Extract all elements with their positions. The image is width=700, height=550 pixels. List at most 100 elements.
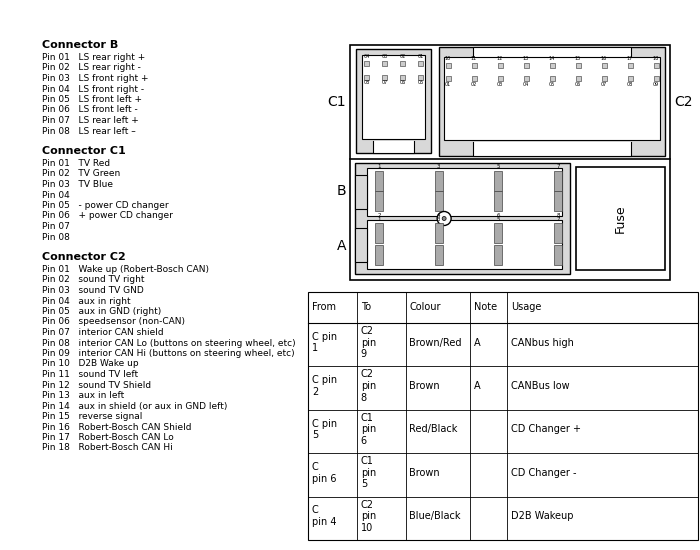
Text: Fuse: Fuse [614, 204, 627, 233]
Bar [498, 75, 503, 80]
Text: 7: 7 [556, 164, 560, 169]
Bar [308, 292, 698, 540]
Text: C1
pin
5: C1 pin 5 [360, 456, 376, 490]
Text: 04: 04 [363, 54, 370, 59]
Text: 5: 5 [496, 217, 500, 222]
Bar [550, 75, 554, 80]
Text: Pin 04: Pin 04 [42, 190, 70, 200]
Text: Pin 07: Pin 07 [42, 222, 70, 231]
Text: Pin 12   sound TV Shield: Pin 12 sound TV Shield [42, 381, 151, 389]
Text: Pin 14   aux in shield (or aux in GND left): Pin 14 aux in shield (or aux in GND left… [42, 402, 228, 410]
Bar [576, 167, 665, 270]
Text: Pin 07   LS rear left +: Pin 07 LS rear left + [42, 116, 139, 125]
Text: Connector C1: Connector C1 [42, 146, 126, 156]
Text: 8: 8 [556, 213, 560, 218]
Bar [382, 60, 387, 65]
Text: 3: 3 [437, 217, 440, 222]
Bar [375, 191, 383, 212]
Bar [473, 142, 631, 156]
Circle shape [442, 217, 446, 221]
Text: C pin
1: C pin 1 [312, 332, 337, 353]
Text: CD Changer +: CD Changer + [511, 425, 581, 435]
Text: 17: 17 [627, 57, 633, 62]
Text: A: A [474, 338, 480, 348]
Text: Pin 08   interior CAN Lo (buttons on steering wheel, etc): Pin 08 interior CAN Lo (buttons on steer… [42, 338, 295, 348]
Text: C pin
5: C pin 5 [312, 419, 337, 440]
Text: Pin 18   Robert-Bosch CAN Hi: Pin 18 Robert-Bosch CAN Hi [42, 443, 173, 453]
Text: Blue/Black: Blue/Black [410, 511, 461, 521]
Text: Pin 04   aux in right: Pin 04 aux in right [42, 296, 131, 305]
Bar [554, 191, 562, 212]
Bar [601, 63, 606, 68]
Bar [654, 75, 659, 80]
Text: 4: 4 [437, 213, 440, 218]
Text: Red/Black: Red/Black [410, 425, 458, 435]
Text: Brown: Brown [410, 381, 440, 391]
Bar [498, 63, 503, 68]
Bar [373, 141, 414, 153]
Bar [554, 171, 562, 191]
Bar [375, 171, 383, 191]
Bar [364, 74, 369, 80]
Bar [524, 63, 528, 68]
Bar [400, 74, 405, 80]
Text: Pin 04   LS front right -: Pin 04 LS front right - [42, 85, 144, 94]
Text: To: To [360, 302, 371, 312]
Bar [575, 75, 580, 80]
Bar [444, 57, 660, 140]
Text: CANBus low: CANBus low [511, 381, 570, 391]
Bar [400, 60, 405, 65]
Bar [575, 63, 580, 68]
Bar [418, 60, 423, 65]
Bar [355, 163, 570, 274]
Text: 03: 03 [497, 81, 503, 86]
Bar [439, 47, 665, 156]
Text: 09: 09 [653, 81, 659, 86]
Bar [627, 63, 633, 68]
Bar [435, 171, 442, 191]
Text: Pin 01   LS rear right +: Pin 01 LS rear right + [42, 53, 146, 62]
Text: 15: 15 [575, 57, 581, 62]
Bar [367, 168, 562, 217]
Text: 03: 03 [382, 54, 388, 59]
Text: Note: Note [474, 302, 497, 312]
Bar [627, 75, 633, 80]
Bar [654, 63, 659, 68]
Circle shape [437, 212, 451, 225]
Bar [494, 223, 503, 244]
Text: Pin 03   TV Blue: Pin 03 TV Blue [42, 180, 113, 189]
Bar [473, 47, 631, 57]
Text: A: A [474, 381, 480, 391]
Text: Pin 05   LS front left +: Pin 05 LS front left + [42, 95, 142, 104]
Text: C2
pin
10: C2 pin 10 [360, 499, 376, 533]
Text: C1: C1 [328, 95, 346, 109]
Bar [494, 171, 503, 191]
Text: 07: 07 [601, 81, 607, 86]
Text: Pin 05   - power CD changer: Pin 05 - power CD changer [42, 201, 169, 210]
Text: 10: 10 [445, 57, 451, 62]
Text: B: B [337, 184, 346, 198]
Text: C1
pin
6: C1 pin 6 [360, 412, 376, 446]
Bar [601, 75, 606, 80]
Text: Pin 02   TV Green: Pin 02 TV Green [42, 169, 120, 179]
Text: 14: 14 [549, 57, 555, 62]
Text: A: A [337, 239, 346, 253]
Text: Pin 02   LS rear right -: Pin 02 LS rear right - [42, 63, 141, 73]
Bar [550, 63, 554, 68]
Bar [355, 175, 367, 209]
Text: 08: 08 [627, 81, 633, 86]
Text: 6: 6 [496, 213, 500, 218]
Text: 02: 02 [471, 81, 477, 86]
Text: 18: 18 [653, 57, 659, 62]
Text: 13: 13 [523, 57, 529, 62]
Text: Pin 03   LS front right +: Pin 03 LS front right + [42, 74, 148, 83]
Bar [375, 223, 383, 244]
Bar [355, 228, 367, 262]
Bar [375, 245, 383, 265]
Text: Brown/Red: Brown/Red [410, 338, 462, 348]
Bar [494, 245, 503, 265]
Text: Colour: Colour [410, 302, 441, 312]
Bar [435, 191, 442, 212]
Text: Connector B: Connector B [42, 40, 118, 50]
Text: Pin 08: Pin 08 [42, 233, 70, 241]
